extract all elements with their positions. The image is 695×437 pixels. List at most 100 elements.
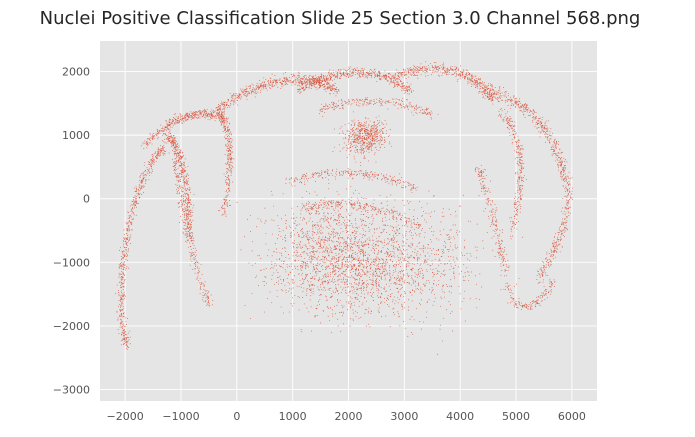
data-point (348, 66, 350, 68)
data-point (351, 103, 353, 105)
data-point (397, 81, 399, 83)
data-point (128, 228, 130, 230)
data-point (151, 138, 153, 140)
data-point (226, 176, 228, 178)
data-point (166, 121, 168, 123)
data-point (257, 91, 259, 93)
data-point (333, 85, 335, 87)
data-point (293, 81, 295, 83)
data-point (529, 109, 531, 111)
data-point (187, 209, 189, 211)
data-point (168, 152, 170, 154)
data-point (362, 72, 364, 74)
data-point (142, 185, 144, 187)
data-point (328, 107, 330, 109)
data-point (238, 98, 240, 100)
data-point (173, 151, 175, 153)
data-point (545, 128, 547, 130)
data-point (126, 237, 128, 239)
data-point (402, 105, 404, 107)
data-point (184, 170, 186, 171)
data-point (226, 105, 228, 107)
data-point (121, 282, 123, 284)
data-point (225, 144, 227, 146)
data-point (517, 160, 519, 162)
data-point (549, 141, 550, 143)
data-point (179, 192, 181, 194)
data-point (319, 110, 321, 112)
data-point (326, 83, 328, 84)
data-point (203, 288, 205, 290)
data-point (199, 282, 201, 284)
data-point (384, 76, 386, 78)
data-point (506, 119, 508, 121)
data-point (420, 68, 422, 69)
data-point (565, 187, 567, 189)
data-point (127, 249, 129, 251)
data-point (538, 282, 540, 284)
data-point (554, 152, 556, 154)
data-point (216, 112, 218, 114)
data-point (519, 147, 521, 149)
data-point (306, 79, 308, 81)
data-point (413, 70, 415, 72)
data-point (283, 84, 285, 86)
data-point (212, 110, 214, 112)
data-point (134, 195, 136, 197)
data-point (157, 149, 159, 151)
data-point (343, 68, 345, 70)
data-point (563, 180, 565, 182)
data-point (202, 297, 204, 298)
data-point (128, 220, 130, 221)
data-point (203, 294, 205, 296)
data-point (545, 274, 547, 276)
data-point (226, 131, 227, 132)
data-point (370, 99, 372, 101)
data-point (142, 143, 144, 145)
data-point (253, 91, 255, 93)
data-point (171, 122, 173, 124)
data-point (546, 257, 548, 259)
data-point (559, 160, 561, 162)
data-point (433, 71, 435, 73)
data-point (566, 216, 568, 218)
data-point (510, 126, 512, 128)
data-point (515, 209, 517, 211)
data-point (305, 86, 307, 88)
data-point (323, 78, 325, 80)
data-point (363, 103, 365, 105)
data-point (174, 123, 176, 125)
data-point (277, 79, 279, 81)
data-point (506, 126, 508, 128)
data-point (334, 88, 336, 90)
data-point (564, 170, 566, 172)
data-point (350, 66, 352, 68)
data-point (356, 98, 358, 100)
data-point (551, 242, 553, 244)
data-point (128, 240, 129, 242)
data-point (232, 101, 234, 103)
data-point (206, 298, 208, 300)
data-point (183, 180, 185, 182)
data-point (318, 80, 320, 81)
data-point (494, 94, 496, 96)
data-point (224, 180, 226, 182)
data-point (491, 94, 493, 96)
data-point (286, 78, 287, 80)
data-point (405, 90, 407, 92)
data-point (515, 203, 517, 205)
data-point (239, 94, 241, 96)
data-point (319, 113, 320, 115)
data-point (298, 83, 300, 85)
data-point (480, 78, 481, 80)
data-point (123, 286, 125, 288)
data-point (438, 69, 439, 71)
data-point (164, 142, 166, 144)
data-point (148, 174, 150, 176)
data-point (540, 122, 542, 124)
data-point (546, 129, 548, 131)
data-point (161, 129, 163, 131)
data-point (490, 89, 492, 91)
data-point (227, 172, 228, 174)
data-point (521, 165, 523, 167)
